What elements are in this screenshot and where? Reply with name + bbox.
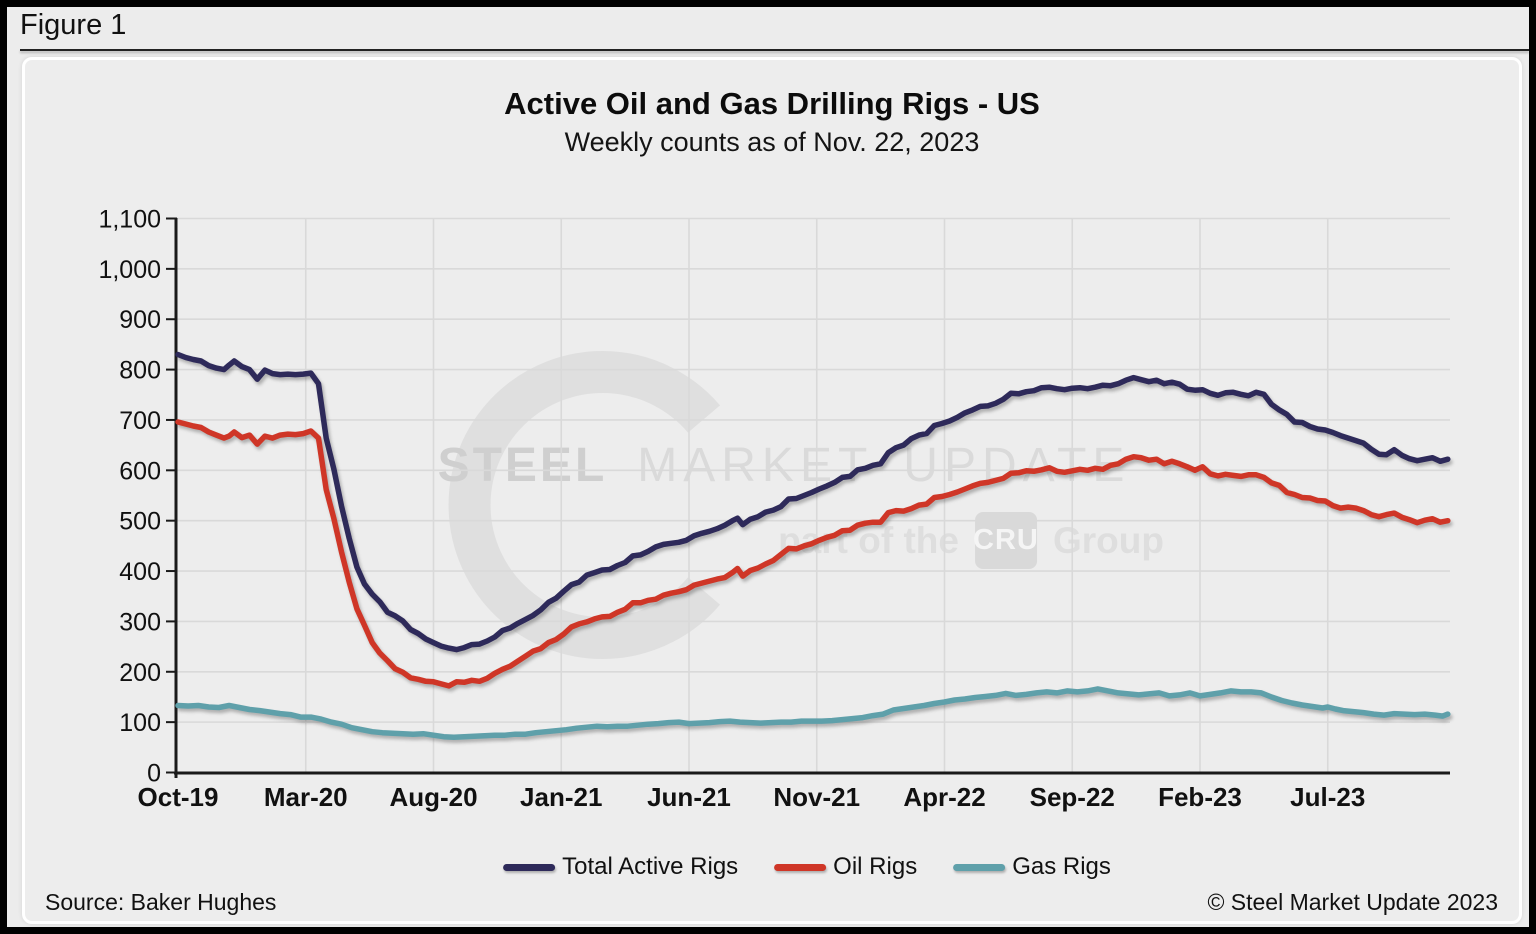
x-axis-label: Jul-23 (1290, 782, 1365, 812)
legend-item-gas-rigs: Gas Rigs (953, 853, 1111, 881)
legend-swatch (774, 863, 827, 871)
x-axis-label: Feb-23 (1158, 782, 1242, 812)
series-line-total-active-rigs (175, 351, 1451, 653)
y-axis-label: 200 (119, 659, 161, 687)
series-line-oil-rigs (175, 419, 1451, 689)
legend-label: Gas Rigs (1012, 853, 1111, 880)
watermark-update: UPDATE (903, 439, 1131, 492)
x-axis-label: Oct-19 (138, 782, 219, 812)
x-axis-label: Apr-22 (903, 782, 985, 812)
x-axis-label: Sep-22 (1030, 782, 1115, 812)
legend-swatch (503, 863, 556, 871)
legend-label: Total Active Rigs (562, 853, 739, 880)
watermark-wordmark: STEEL MARKET UPDATE (438, 438, 1131, 493)
series-line-gas-rigs (175, 686, 1451, 740)
chart-panel (22, 57, 1522, 924)
copyright-note: © Steel Market Update 2023 (1207, 889, 1498, 915)
y-axis-label: 1,100 (98, 205, 161, 233)
y-axis-label: 900 (119, 306, 161, 334)
y-axis-label: 1,000 (98, 256, 161, 284)
y-axis-label: 600 (119, 457, 161, 485)
chart-title: Active Oil and Gas Drilling Rigs - US (504, 86, 1040, 121)
x-axis-label: Nov-21 (773, 782, 860, 812)
y-axis-label: 100 (119, 709, 161, 737)
legend-item-total-active-rigs: Total Active Rigs (503, 853, 738, 881)
watermark-tagline: part of the CRU Group (778, 512, 1164, 569)
chart-legend: Total Active Rigs Oil Rigs Gas Rigs (503, 853, 1111, 881)
y-axis-label: 700 (119, 407, 161, 435)
y-axis-label: 800 (119, 357, 161, 385)
watermark-part-of-the: part of the (778, 519, 959, 561)
smu-crescent-logo (448, 351, 720, 659)
y-axis-label: 400 (119, 558, 161, 586)
figure-label: Figure 1 (20, 9, 127, 41)
chart-subtitle: Weekly counts as of Nov. 22, 2023 (564, 127, 980, 157)
legend-label: Oil Rigs (833, 853, 918, 880)
figure-divider-rule (20, 49, 1529, 51)
x-axis-label: Aug-20 (389, 782, 477, 812)
source-note: Source: Baker Hughes (45, 889, 277, 915)
x-axis-label: Jan-21 (520, 782, 602, 812)
y-axis-label: 500 (119, 508, 161, 536)
y-axis-label: 0 (147, 760, 161, 788)
watermark-steel: STEEL (437, 439, 608, 492)
y-axis-label: 300 (119, 608, 161, 636)
x-axis-label: Jun-21 (647, 782, 731, 812)
x-axis-label: Mar-20 (264, 782, 348, 812)
legend-item-oil-rigs: Oil Rigs (774, 853, 917, 881)
cru-logo: CRU (973, 512, 1038, 569)
legend-swatch (953, 863, 1006, 871)
